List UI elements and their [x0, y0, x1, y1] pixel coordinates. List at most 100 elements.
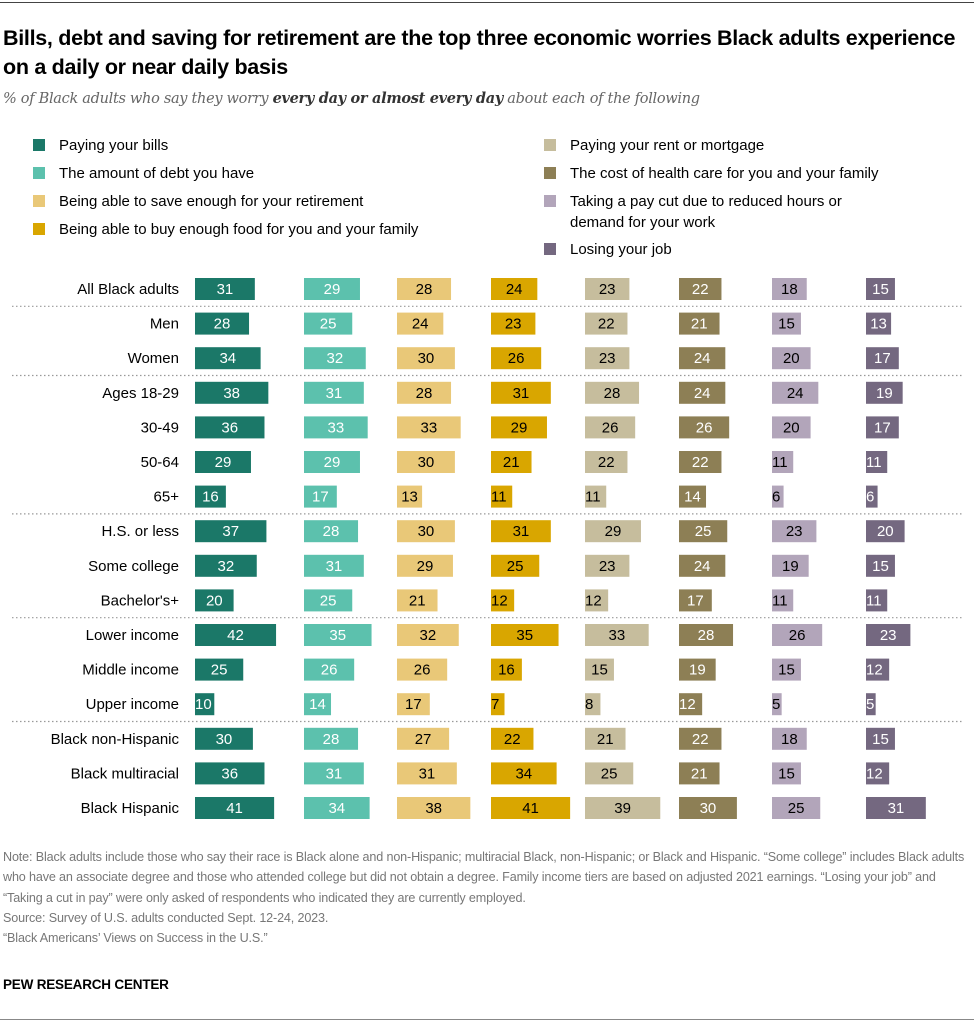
bar: [491, 554, 540, 577]
bar-value-label: 18: [781, 281, 798, 298]
bar-value-label: 21: [409, 592, 426, 609]
bar: [195, 312, 250, 335]
bar-value-label: 15: [778, 316, 795, 333]
bar-value-label: 30: [418, 523, 435, 540]
bar: [679, 347, 726, 370]
bar-value-label: 23: [599, 350, 616, 367]
bar-value-label: 5: [866, 696, 874, 713]
legend-item-losing-job: Losing your job: [544, 239, 672, 260]
bar-value-label: 21: [597, 731, 614, 748]
bar: [491, 762, 557, 785]
bar: [304, 416, 368, 439]
bar-value-label: 15: [872, 731, 889, 748]
bar-value-label: 13: [870, 316, 887, 333]
bar-value-label: 22: [692, 281, 709, 298]
bar: [397, 762, 457, 785]
bar-value-label: 17: [874, 419, 891, 436]
bar-value-label: 22: [692, 731, 709, 748]
bar: [585, 278, 630, 300]
bar: [772, 727, 807, 750]
bar: [491, 693, 505, 716]
bar-value-label: 31: [326, 385, 343, 402]
bar: [679, 624, 734, 646]
bar: [397, 381, 452, 404]
bar-value-label: 11: [866, 592, 882, 609]
legend-item-health-care: The cost of health care for you and your…: [544, 163, 879, 184]
bar-value-label: 32: [327, 350, 344, 367]
legend-item-debt: The amount of debt you have: [33, 163, 254, 184]
bar-value-label: 33: [609, 627, 626, 644]
bar-value-label: 17: [874, 350, 891, 367]
bar: [679, 554, 726, 577]
bar: [679, 762, 720, 785]
bar-value-label: 30: [216, 731, 233, 748]
bar-value-label: 38: [223, 385, 240, 402]
bar: [679, 520, 728, 543]
bar: [866, 554, 895, 577]
chart-title: Bills, debt and saving for retirement ar…: [3, 26, 956, 79]
bar: [491, 727, 534, 750]
bar: [304, 485, 337, 508]
row-label: Black multiracial: [71, 765, 179, 782]
bar-value-label: 20: [877, 523, 894, 540]
legend-item-rent: Paying your rent or mortgage: [544, 135, 764, 156]
bar-value-label: 25: [211, 662, 228, 679]
bar: [679, 693, 703, 716]
row-label: Middle income: [82, 662, 179, 679]
bar-value-label: 37: [222, 523, 239, 540]
bar: [866, 589, 888, 612]
bar-value-label: 22: [598, 454, 615, 471]
bar-value-label: 25: [320, 316, 337, 333]
bar-value-label: 23: [599, 558, 616, 575]
row-label: 30-49: [141, 419, 179, 436]
legend-swatch: [33, 223, 45, 235]
bar-value-label: 31: [419, 765, 436, 782]
bar: [304, 624, 372, 646]
bar-value-label: 17: [687, 592, 704, 609]
bar-value-label: 31: [326, 558, 343, 575]
bar: [866, 624, 911, 646]
bar-value-label: 16: [498, 662, 515, 679]
bar-value-label: 17: [312, 489, 329, 506]
bar: [304, 347, 366, 370]
legend-swatch: [544, 195, 556, 207]
bar-value-label: 23: [505, 316, 522, 333]
row-label: Some college: [88, 558, 179, 575]
bar: [772, 278, 807, 300]
bar: [772, 416, 811, 439]
bar: [491, 589, 515, 612]
bar: [304, 727, 359, 750]
row-label: H.S. or less: [101, 523, 179, 540]
subtitle-emphasis: every day or almost every day: [272, 90, 504, 107]
bar: [304, 278, 360, 300]
bar: [679, 381, 726, 404]
bar: [679, 416, 730, 439]
bar-value-label: 27: [415, 731, 432, 748]
bar: [679, 797, 737, 819]
bar: [397, 278, 452, 300]
bar-value-label: 33: [328, 419, 345, 436]
bar: [397, 693, 430, 716]
bar-value-label: 22: [598, 316, 615, 333]
bar: [772, 762, 801, 785]
bar-value-label: 30: [700, 800, 717, 817]
legend-swatch: [33, 195, 45, 207]
bar: [304, 554, 364, 577]
bar: [772, 658, 801, 681]
bar: [397, 624, 459, 646]
legend-label: Losing your job: [570, 241, 672, 258]
bar: [866, 693, 876, 716]
bar: [195, 589, 234, 612]
bar-value-label: 12: [491, 592, 508, 609]
bar-value-label: 6: [772, 489, 780, 506]
bar: [866, 381, 903, 404]
bar: [866, 451, 888, 473]
top-rule: [0, 2, 974, 3]
bar: [585, 658, 614, 681]
bar-value-label: 20: [206, 592, 223, 609]
legend-item-retirement: Being able to save enough for your retir…: [33, 191, 363, 212]
bar: [585, 520, 641, 543]
bar-value-label: 30: [418, 454, 435, 471]
bar: [195, 347, 261, 370]
bar: [585, 451, 628, 473]
